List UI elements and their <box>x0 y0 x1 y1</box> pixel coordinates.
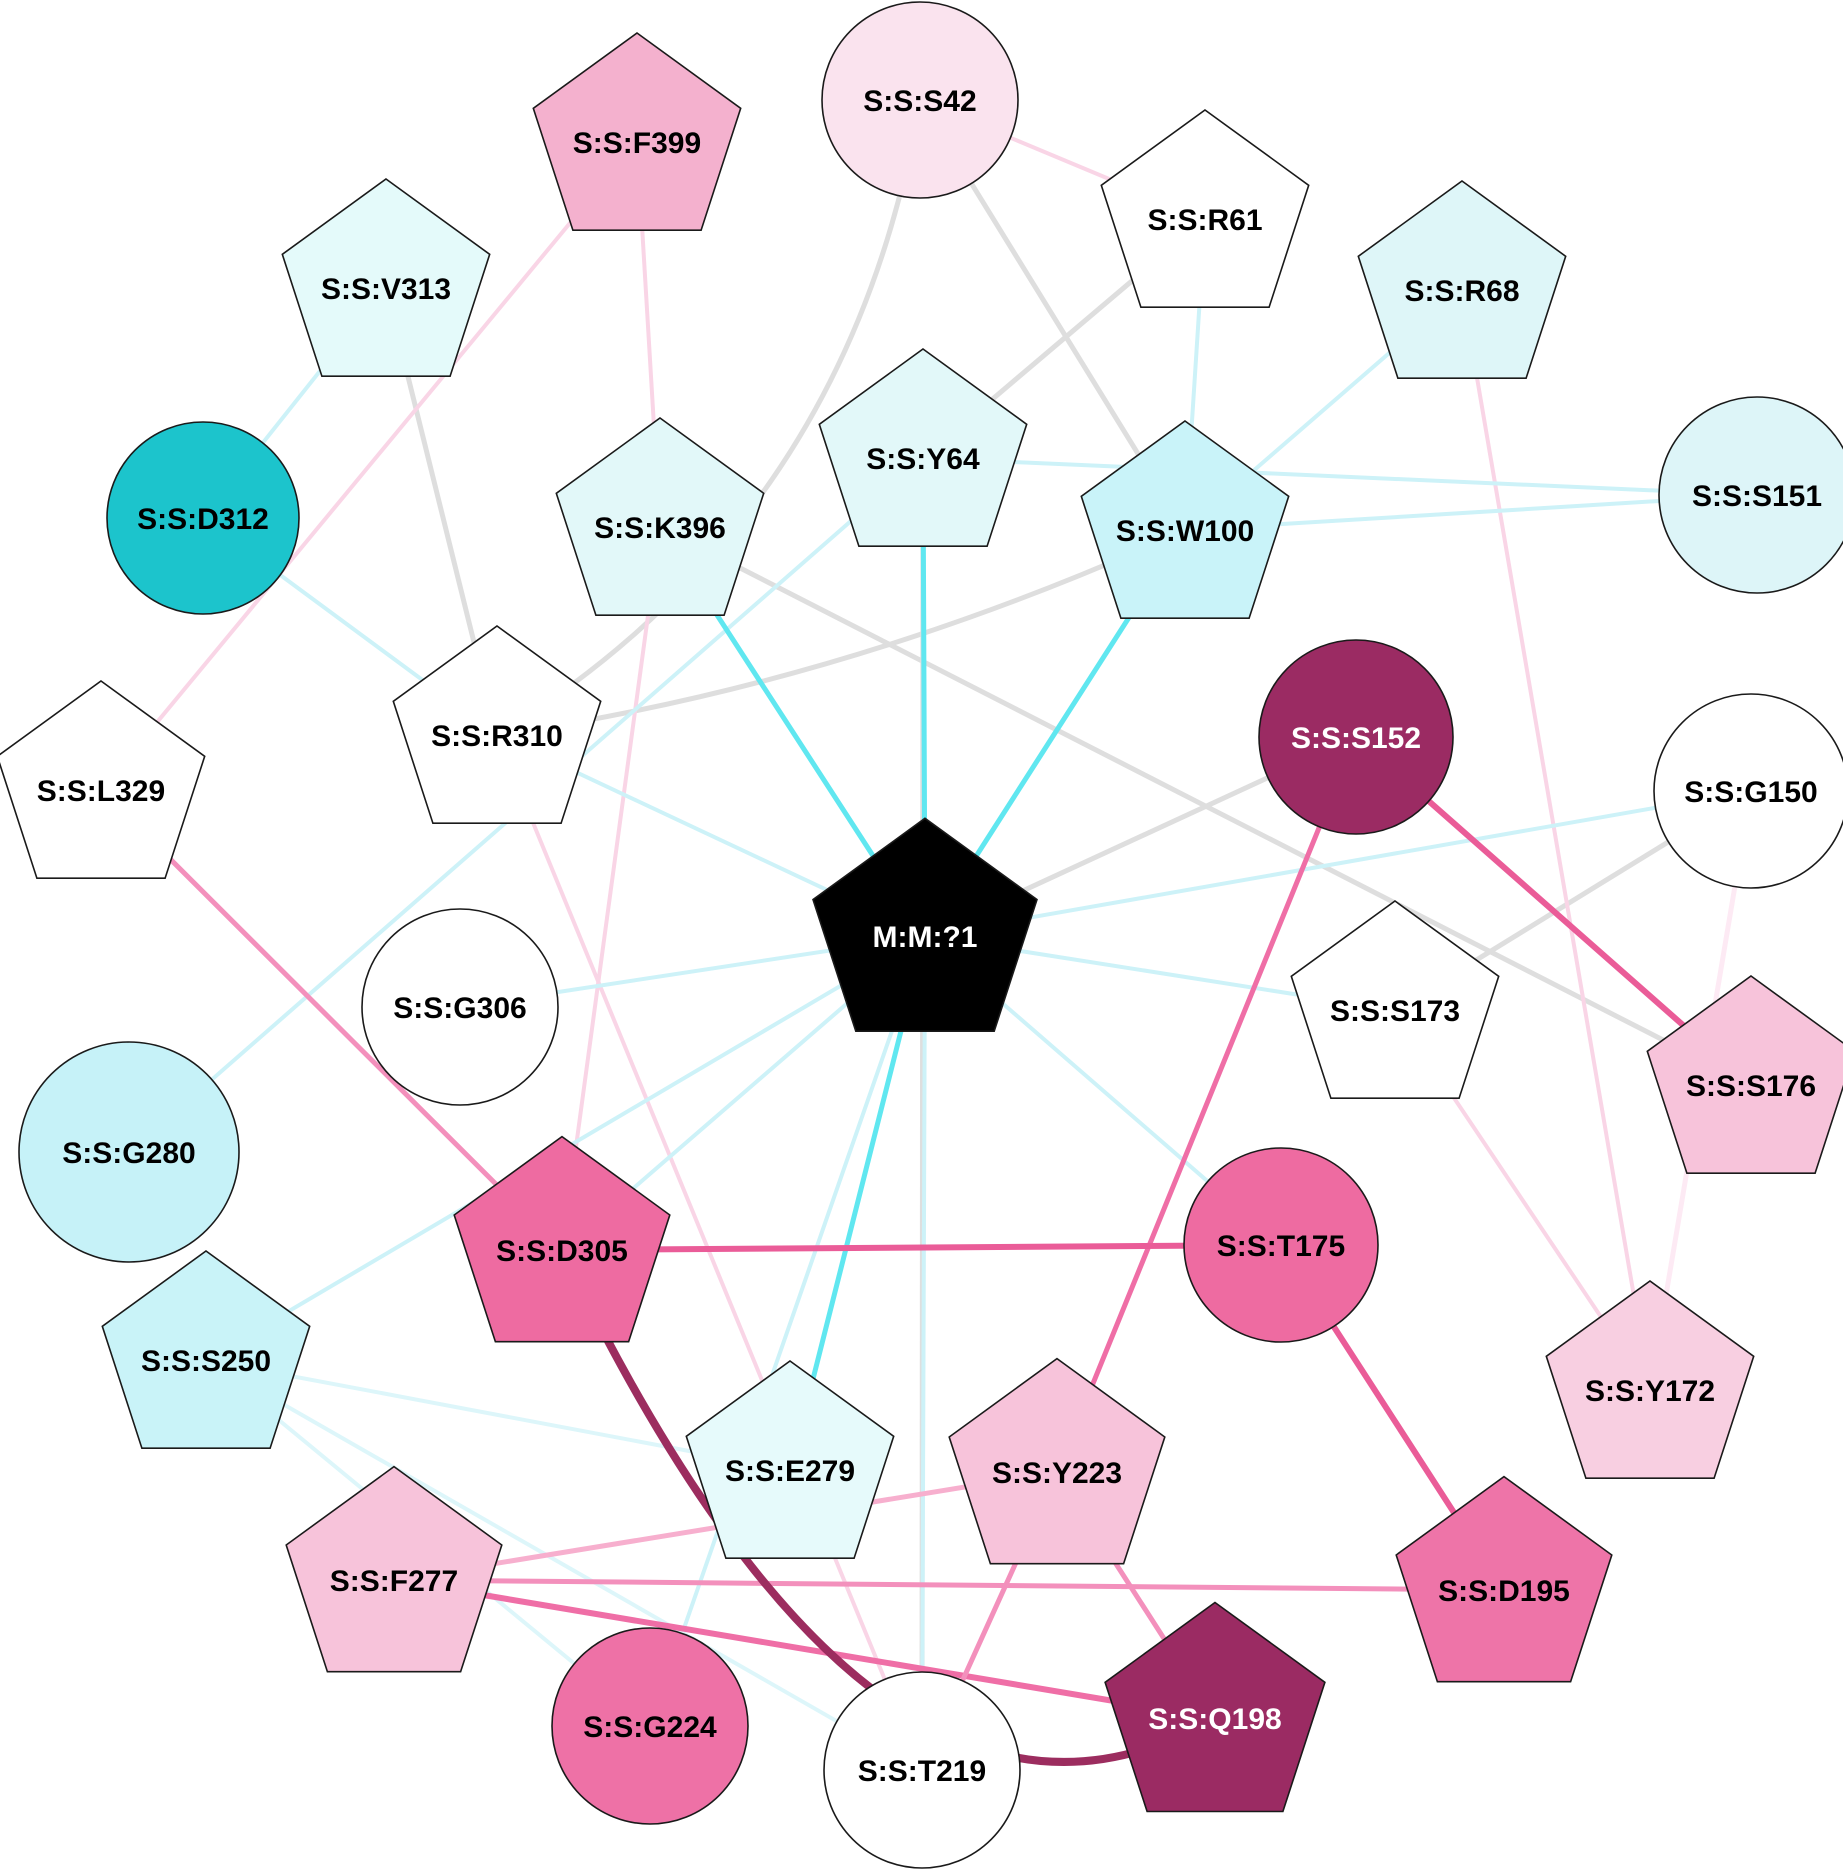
node-r61[interactable] <box>1100 109 1310 309</box>
node-d195[interactable] <box>1395 1475 1613 1683</box>
node-d312[interactable] <box>106 421 300 615</box>
node-s151[interactable] <box>1658 396 1843 594</box>
node-m1[interactable] <box>812 817 1038 1032</box>
edge-R310-T219[interactable] <box>495 733 924 1772</box>
edge-Y64-S151[interactable] <box>921 456 1759 497</box>
node-y223[interactable] <box>948 1357 1166 1565</box>
edge-F277-Q198[interactable] <box>391 1577 1218 1721</box>
edge-S250-T219[interactable] <box>204 1358 924 1772</box>
edge-K396-S176[interactable] <box>657 524 1754 1088</box>
node-v313[interactable] <box>281 178 491 378</box>
edge-D305-T175[interactable] <box>559 1242 1284 1253</box>
node-r310[interactable] <box>392 625 602 825</box>
node-s250[interactable] <box>101 1250 311 1449</box>
node-g306[interactable] <box>361 908 559 1106</box>
edge-S42-R310[interactable] <box>494 97 923 738</box>
node-y64[interactable] <box>818 348 1028 548</box>
node-g224[interactable] <box>551 1627 749 1825</box>
node-s173[interactable] <box>1290 900 1500 1099</box>
node-s152[interactable] <box>1258 639 1454 835</box>
edge-K396-D305[interactable] <box>560 525 662 1252</box>
node-t175[interactable] <box>1183 1147 1379 1343</box>
node-g280[interactable] <box>18 1041 240 1263</box>
edge-R68-Y172[interactable] <box>1460 288 1652 1392</box>
node-y172[interactable] <box>1545 1280 1755 1479</box>
node-d305[interactable] <box>453 1135 671 1343</box>
edge-L329-D305[interactable] <box>98 787 565 1253</box>
node-s176[interactable] <box>1646 975 1843 1174</box>
node-w100[interactable] <box>1080 420 1290 620</box>
node-r68[interactable] <box>1357 180 1567 380</box>
edge-S152-Y223[interactable] <box>1054 734 1359 1475</box>
node-t219[interactable] <box>823 1671 1021 1869</box>
node-s42[interactable] <box>821 1 1019 199</box>
node-f277[interactable] <box>285 1465 503 1673</box>
node-e279[interactable] <box>685 1360 895 1559</box>
edge-F277-D195[interactable] <box>391 1577 1507 1593</box>
node-l329[interactable] <box>0 680 206 880</box>
node-g150[interactable] <box>1653 693 1843 889</box>
edge-M1-G150[interactable] <box>923 789 1753 938</box>
node-q198[interactable] <box>1104 1601 1326 1813</box>
edge-M1-T219[interactable] <box>920 934 927 1772</box>
edge-M1-G224[interactable] <box>648 934 927 1728</box>
edge-F399-L329[interactable] <box>99 140 639 792</box>
node-k396[interactable] <box>555 417 765 617</box>
node-f399[interactable] <box>532 32 742 231</box>
